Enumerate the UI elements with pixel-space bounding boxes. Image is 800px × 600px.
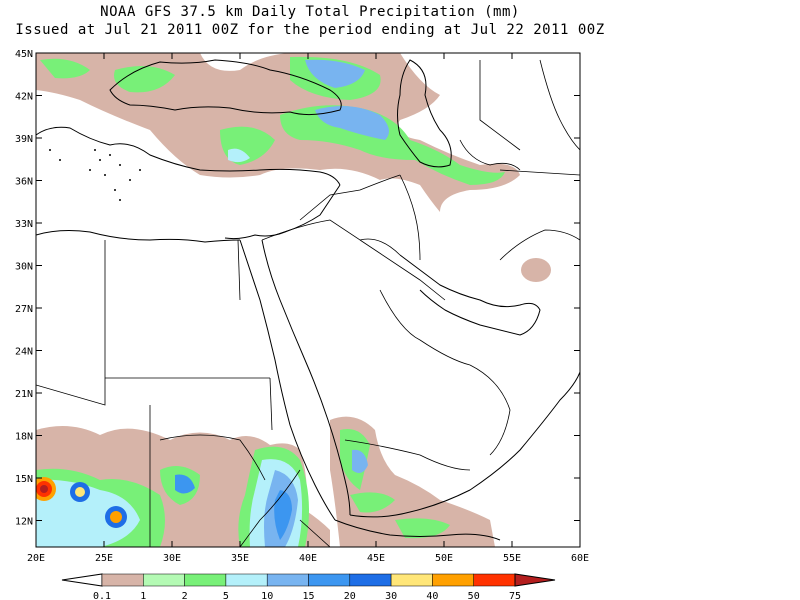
latitude-ticks: 45N 42N 39N 36N 33N 30N 27N 24N 21N 18N 15N 12N	[15, 49, 580, 528]
precip-cell-extreme	[40, 485, 48, 493]
precip-area-green	[114, 66, 175, 93]
precip-area-lightblue	[36, 479, 140, 547]
precip-area-blue	[352, 449, 368, 474]
colorbar-swatch	[184, 573, 227, 587]
colorbar-max-arrow	[514, 573, 556, 587]
lon-tick-label: 50E	[435, 553, 453, 564]
precip-cell-yellow	[75, 487, 85, 497]
colorbar-label: 15	[302, 591, 314, 600]
lat-tick-label: 33N	[15, 219, 33, 230]
colorbar-swatch	[101, 573, 144, 587]
lat-tick-label: 18N	[15, 432, 33, 443]
lon-tick-label: 35E	[231, 553, 249, 564]
lat-tick-label: 30N	[15, 262, 33, 273]
colorbar-swatch	[266, 573, 309, 587]
aegean-islands	[49, 149, 141, 201]
colorbar-label: 0.1	[93, 591, 111, 600]
precip-area-green	[40, 58, 90, 79]
colorbar-swatch	[390, 573, 433, 587]
colorbar-label: 2	[182, 591, 188, 600]
colorbar-label: 30	[385, 591, 397, 600]
colorbar-swatch	[225, 573, 268, 587]
lat-tick-label: 12N	[15, 517, 33, 528]
lon-tick-label: 20E	[27, 553, 45, 564]
precip-area-tan	[521, 258, 551, 282]
lon-tick-label: 60E	[571, 553, 589, 564]
lon-tick-label: 55E	[503, 553, 521, 564]
lat-tick-label: 21N	[15, 389, 33, 400]
colorbar-swatch	[143, 573, 185, 587]
colorbar-label: 1	[140, 591, 146, 600]
precipitation-field	[36, 53, 551, 547]
color-legend: 0.1 1 2 5 10 15 20 30 40 50 75	[61, 573, 556, 600]
colorbar-swatch	[432, 573, 474, 587]
precip-cell-orange	[110, 511, 122, 523]
lon-tick-label: 40E	[299, 553, 317, 564]
colorbar-label: 40	[426, 591, 438, 600]
precip-area-blue	[315, 106, 389, 140]
precip-area-darkblue	[274, 490, 292, 540]
precip-area-blue	[305, 59, 365, 88]
precip-area-green	[350, 492, 395, 513]
colorbar-swatch	[473, 573, 516, 587]
colorbar-label: 10	[261, 591, 273, 600]
colorbar-label: 75	[509, 591, 521, 600]
lat-tick-label: 27N	[15, 304, 33, 315]
lon-tick-label: 25E	[95, 553, 113, 564]
precip-area-blue	[175, 474, 195, 494]
lat-tick-label: 24N	[15, 347, 33, 358]
precip-area-lightblue	[228, 148, 250, 163]
longitude-ticks: 20E 25E 30E 35E 40E 45E 50E 55E 60E	[27, 53, 589, 564]
lat-tick-label: 15N	[15, 474, 33, 485]
precip-area-green	[395, 518, 450, 539]
colorbar-label: 5	[223, 591, 229, 600]
map-title: NOAA GFS 37.5 km Daily Total Precipitati…	[100, 4, 520, 20]
precip-area-tan	[36, 53, 520, 212]
colorbar-swatch	[308, 573, 351, 587]
country-borders	[36, 59, 580, 547]
lon-tick-label: 30E	[163, 553, 181, 564]
colorbar-min-arrow	[61, 573, 103, 587]
colorbar-swatch	[349, 573, 392, 587]
map-subtitle: Issued at Jul 21 2011 00Z for the period…	[15, 22, 605, 38]
lon-tick-label: 45E	[367, 553, 385, 564]
coastlines	[36, 59, 580, 541]
lat-tick-label: 45N	[15, 49, 33, 60]
lat-tick-label: 42N	[15, 92, 33, 103]
colorbar-label: 20	[344, 591, 356, 600]
precip-area-tan	[330, 416, 495, 547]
lat-tick-label: 36N	[15, 177, 33, 188]
lat-tick-label: 39N	[15, 134, 33, 145]
colorbar-label: 50	[468, 591, 480, 600]
